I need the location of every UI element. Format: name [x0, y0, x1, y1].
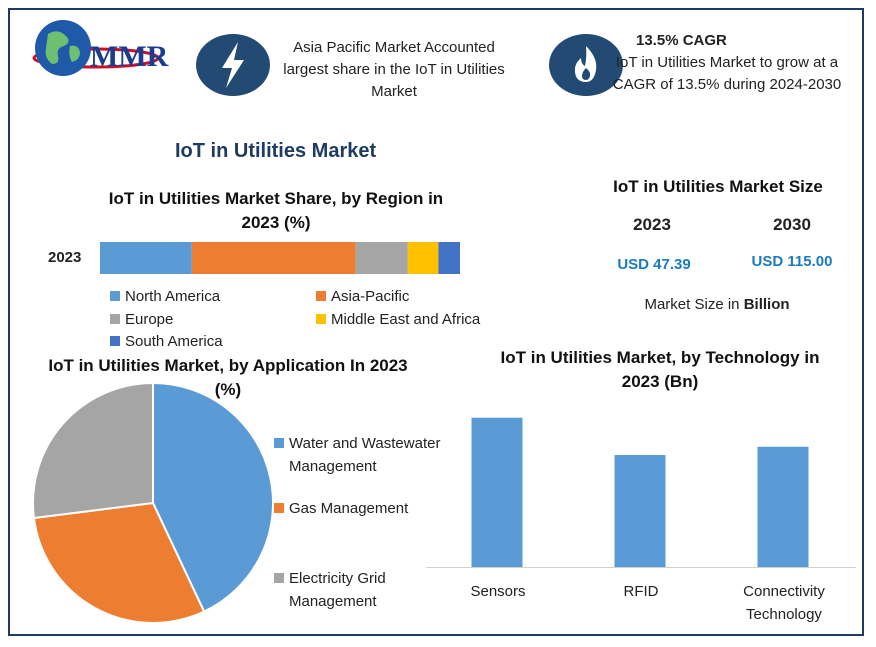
legend-swatch [274, 438, 284, 448]
legend-label: South America [125, 333, 223, 350]
legend-label: Gas Management [289, 500, 409, 517]
market-size-title: IoT in Utilities Market Size [613, 177, 823, 196]
flame-icon [574, 46, 597, 82]
feature2-badge [549, 34, 623, 96]
application-chart-title: IoT in Utilities Market, by Application … [48, 356, 408, 399]
tick-label-sensors: Sensors [470, 583, 526, 600]
legend-label: Middle East and Africa [331, 311, 481, 328]
main-title: IoT in Utilities Market [175, 140, 377, 162]
legend-europe: Europe [110, 311, 173, 328]
legend-north-america: North America [110, 288, 220, 305]
pie-slice-electricity-grid-management [32, 381, 154, 520]
market-size-year-2023: 2023 [633, 215, 671, 234]
region-segment-north-america [100, 242, 192, 274]
region-chart-title: IoT in Utilities Market Share, by Region… [108, 189, 444, 232]
legend-south-america: South America [110, 333, 223, 350]
region-chart-category-label: 2023 [48, 249, 82, 266]
pie-legend-water: Water and Wastewater Management [274, 432, 440, 478]
pie-slice-water-and-wastewater-management [152, 381, 274, 613]
legend-label: Electricity Grid Management [289, 570, 386, 610]
legend-swatch [274, 503, 284, 513]
region-segment-middle-east-and-africa [407, 242, 439, 274]
region-segment-europe [355, 242, 408, 274]
pie-slice-gas-management [32, 501, 206, 624]
tech-bar-sensors [471, 417, 523, 567]
region-segment-south-america [438, 242, 460, 274]
tech-bar-rfid [614, 455, 666, 567]
legend-swatch [316, 291, 326, 301]
feature2-title: 13.5% CAGR [636, 32, 727, 49]
market-size-year-2030: 2030 [773, 215, 811, 234]
legend-label: Asia-Pacific [331, 288, 410, 305]
pie-legend-electricity: Electricity Grid Management [274, 567, 386, 613]
legend-swatch [316, 314, 326, 324]
mmr-logo: MMR [18, 16, 178, 80]
legend-swatch [274, 573, 284, 583]
legend-label: Water and Wastewater Management [289, 435, 441, 475]
technology-chart-title: IoT in Utilities Market, by Technology i… [500, 348, 820, 391]
region-stacked-bar [100, 242, 460, 274]
application-pie-chart [32, 381, 274, 624]
logo-text: MMR [90, 40, 169, 73]
legend-label: North America [125, 288, 221, 305]
legend-label: Europe [125, 311, 174, 328]
tech-bar-connectivity-technology [757, 446, 809, 567]
region-segment-asia-pacific [191, 242, 356, 274]
feature1-text: Asia Pacific Market Accounted largest sh… [283, 39, 505, 100]
legend-swatch [110, 336, 120, 346]
market-size-value-2030: USD 115.00 [751, 253, 833, 270]
tick-label-connectivity: Connectivity Technology [743, 583, 825, 623]
market-size-value-2023: USD 47.39 [617, 256, 691, 273]
legend-mea: Middle East and Africa [316, 311, 480, 328]
lightning-bolt-icon [222, 42, 244, 88]
market-size-note-prefix: Market Size in [644, 296, 740, 313]
legend-asia-pacific: Asia-Pacific [316, 288, 409, 305]
feature2-text: IoT in Utilities Market to grow at a CAG… [612, 54, 842, 93]
tick-label-rfid: RFID [623, 583, 659, 600]
legend-swatch [110, 291, 120, 301]
technology-bar-chart [426, 417, 856, 568]
pie-legend-gas: Gas Management [274, 500, 408, 517]
market-size-note-unit: Billion [743, 296, 790, 313]
feature1-badge [196, 34, 270, 96]
legend-swatch [110, 314, 120, 324]
market-size-note: Market Size in Billion [612, 296, 822, 313]
outer-frame [8, 8, 864, 636]
